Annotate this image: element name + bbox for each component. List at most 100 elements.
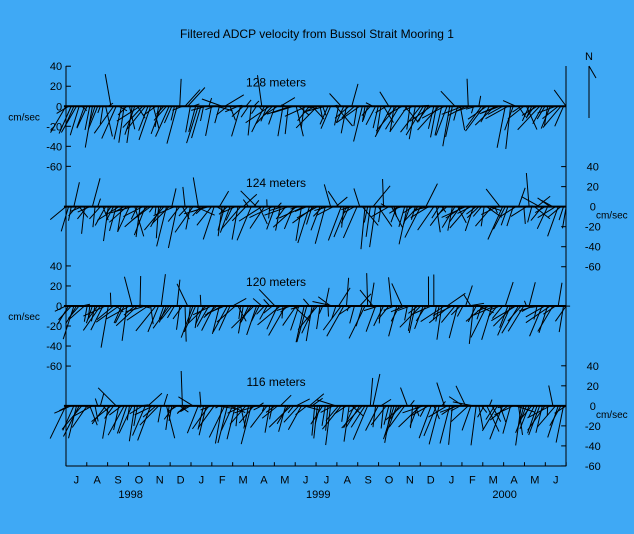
velocity-stick [365,305,377,332]
velocity-stick [537,105,556,114]
velocity-stick [187,87,206,107]
velocity-stick [144,206,165,231]
velocity-stick [121,305,128,341]
velocity-stick [185,206,191,230]
velocity-stick [449,206,469,229]
panel-4: 116 meters 40 20 0 -20 -40 -60 cm/sec [49,361,628,473]
velocity-stick [472,206,482,217]
velocity-stick [542,105,562,128]
velocity-stick [448,396,464,407]
velocity-stick [192,177,199,207]
velocity-stick [425,183,438,207]
velocity-stick [329,93,342,107]
velocity-stick [295,405,308,416]
month-label: O [385,474,394,486]
velocity-stick [277,106,284,137]
velocity-stick [529,305,543,337]
velocity-stick [489,305,501,311]
velocity-stick [94,398,99,406]
velocity-stick [88,106,96,124]
velocity-stick [327,206,342,241]
y-axis-left: 40 20 0 -20 -40 -60 cm/sec [8,261,71,373]
velocity-stick [264,206,289,216]
velocity-stick [275,206,287,220]
velocity-stick [466,206,477,215]
month-label: F [219,474,226,486]
velocity-stick [94,206,107,226]
velocity-stick [555,405,565,443]
velocity-stick [293,305,310,322]
month-label: F [469,474,476,486]
velocity-stick [287,405,294,414]
month-label: M [530,474,539,486]
velocity-stick [525,305,546,318]
velocity-stick [60,106,77,133]
velocity-stick [171,188,177,207]
velocity-stick [284,105,307,117]
velocity-stick [257,75,263,107]
velocity-stick [123,276,133,307]
velocity-stick [521,205,533,208]
velocity-stick [211,305,220,335]
velocity-stick [331,305,337,319]
velocity-stick [188,106,197,133]
velocity-stick [218,305,231,331]
velocity-stick [314,405,321,424]
velocity-stick [403,105,413,112]
velocity-stick [237,305,244,334]
y-tick-label: 20 [587,182,599,194]
velocity-stick [184,89,201,107]
velocity-stick [334,105,350,119]
velocity-stick [87,106,99,130]
unit-label: cm/sec [8,312,40,323]
velocity-stick [81,303,91,307]
month-label: S [114,474,121,486]
velocity-stick [97,206,120,221]
velocity-stick [343,405,350,442]
velocity-stick [283,405,300,423]
velocity-stick [417,206,435,231]
velocity-stick [139,275,142,306]
velocity-stick [428,405,440,445]
velocity-stick [436,206,448,216]
velocity-stick [167,206,181,222]
velocity-stick [198,405,215,428]
velocity-stick [251,106,265,133]
velocity-stick [374,106,392,138]
north-arrow-head [588,65,597,79]
velocity-stick [258,288,276,307]
velocity-stick [450,305,461,316]
velocity-stick [196,206,212,226]
velocity-stick [186,405,199,434]
velocity-stick [205,105,215,111]
velocity-stick [200,405,212,411]
north-arrow: N [585,51,597,118]
velocity-stick [541,200,554,208]
velocity-stick [179,78,182,107]
velocity-stick [166,106,178,144]
month-label: J [303,474,309,486]
month-label: J [199,474,205,486]
velocity-stick [467,105,488,120]
velocity-stick [310,405,324,425]
velocity-stick [477,405,485,418]
velocity-stick [312,300,334,307]
velocity-stick [421,105,445,119]
velocity-stick [170,106,175,121]
velocity-stick [378,305,382,324]
velocity-stick [499,305,509,328]
velocity-stick [192,305,212,316]
month-label: D [177,474,185,486]
velocity-stick [349,305,355,324]
velocity-stick [487,105,503,115]
velocity-stick [208,405,226,438]
velocity-stick [177,405,188,413]
velocity-stick [507,305,522,322]
velocity-stick [481,305,493,340]
velocity-stick [450,405,461,412]
velocity-stick [232,297,247,307]
velocity-stick [303,298,310,307]
velocity-sticks [49,371,567,446]
velocity-stick [327,190,339,207]
velocity-stick [518,105,526,118]
